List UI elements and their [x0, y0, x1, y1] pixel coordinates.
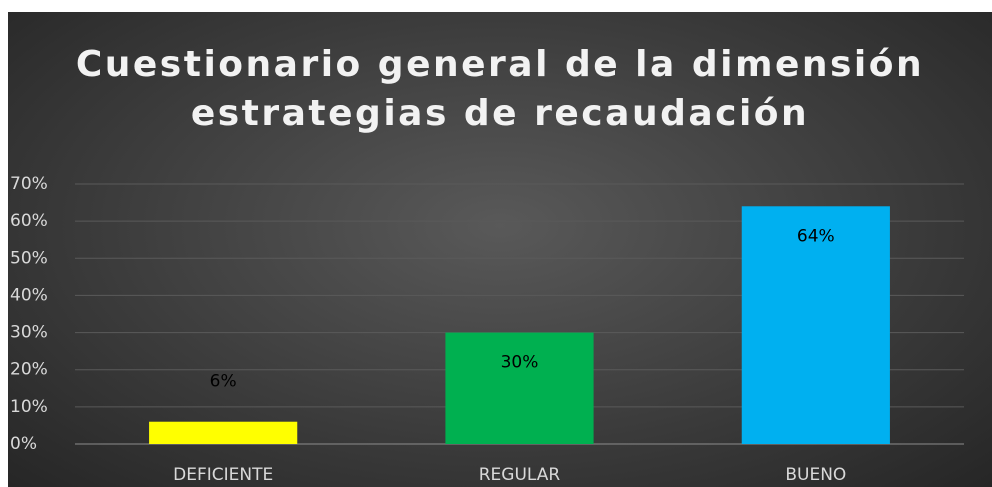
chart-area: Cuestionario general de la dimensión est…	[8, 12, 992, 487]
x-tick-label: DEFICIENTE	[173, 465, 273, 485]
y-tick-label: 50%	[10, 248, 48, 268]
y-tick-label: 10%	[10, 397, 48, 417]
bar	[149, 421, 298, 444]
x-tick-label: BUENO	[785, 465, 846, 485]
y-tick-label: 0%	[10, 434, 37, 454]
bar	[741, 206, 890, 444]
x-tick-label: REGULAR	[479, 465, 561, 485]
y-tick-label: 20%	[10, 360, 48, 380]
y-tick-label: 60%	[10, 211, 48, 231]
data-label: 6%	[210, 372, 237, 392]
chart: 0% 10% 20% 30% 40% 50% 60% 70% DEFICIENTE 6% REGUL…	[10, 174, 964, 485]
data-label: 64%	[797, 226, 835, 246]
y-tick-label: 70%	[10, 174, 48, 194]
data-label: 30%	[501, 353, 539, 373]
bar	[445, 332, 594, 444]
y-tick-label: 40%	[10, 285, 48, 305]
chart-title: Cuestionario general de la dimensión est…	[75, 44, 925, 134]
y-tick-label: 30%	[10, 323, 48, 343]
